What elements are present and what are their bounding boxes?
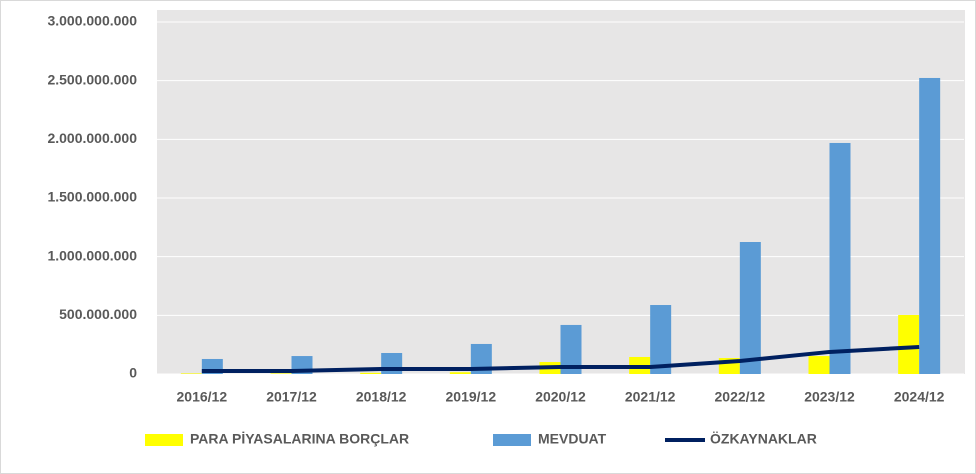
x-tick-label: 2019/12 [446, 389, 497, 405]
x-tick-label: 2016/12 [177, 389, 228, 405]
bar [808, 356, 830, 374]
y-tick-label: 500.000.000 [59, 306, 137, 322]
bar [180, 373, 202, 374]
x-tick-label: 2023/12 [804, 389, 855, 405]
x-tick-label: 2018/12 [356, 389, 407, 405]
legend-swatch [493, 434, 531, 446]
line [201, 345, 920, 373]
bar [449, 372, 471, 374]
bar [560, 324, 582, 374]
legend-swatch [145, 434, 183, 446]
x-tick-label: 2021/12 [625, 389, 676, 405]
legend-label: ÖZKAYNAKLAR [710, 431, 817, 447]
bar [829, 142, 851, 374]
bar [919, 77, 941, 374]
y-tick-label: 1.500.000.000 [47, 189, 137, 205]
y-tick-label: 0 [129, 365, 137, 381]
x-tick-label: 2017/12 [266, 389, 317, 405]
x-tick-label: 2024/12 [894, 389, 945, 405]
bar [650, 305, 672, 374]
x-tick-label: 2020/12 [535, 389, 586, 405]
bar [360, 372, 382, 374]
bar [739, 242, 761, 374]
bar [898, 314, 920, 374]
bar [470, 343, 492, 374]
y-tick-label: 2.500.000.000 [47, 71, 137, 87]
y-tick-label: 3.000.000.000 [47, 13, 137, 29]
bar [270, 373, 292, 374]
y-tick-label: 1.000.000.000 [47, 247, 137, 263]
legend-label: PARA PİYASALARINA BORÇLAR [190, 431, 409, 447]
x-tick-label: 2022/12 [715, 389, 766, 405]
legend-label: MEVDUAT [538, 431, 607, 447]
y-tick-label: 2.000.000.000 [47, 130, 137, 146]
